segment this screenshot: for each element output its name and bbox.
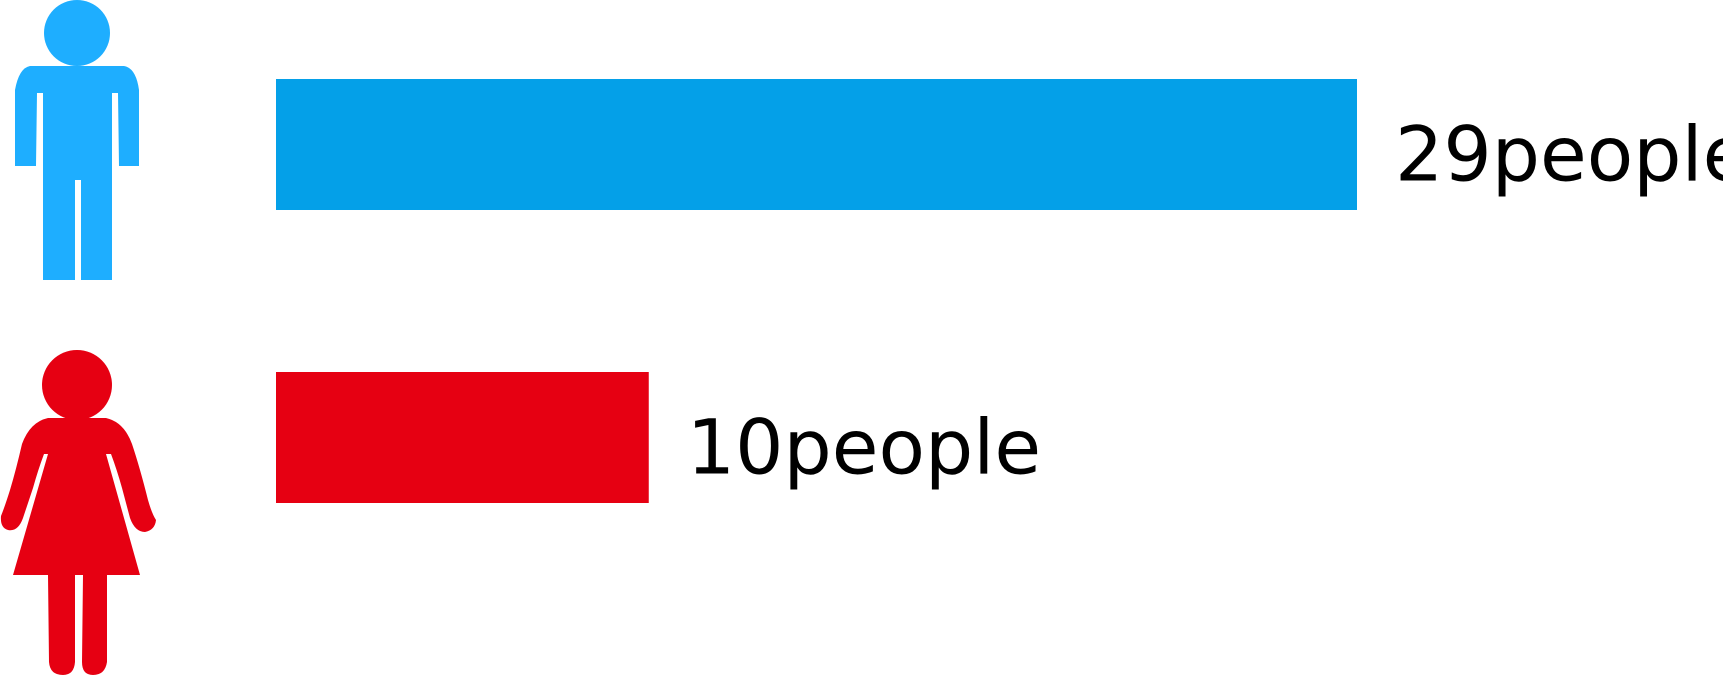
bar-female: [276, 372, 649, 503]
male-person-icon: [15, 0, 139, 280]
female-row: 10people: [0, 350, 1041, 675]
bar-label-male: 29people: [1395, 110, 1723, 199]
male-row: 29people: [15, 0, 1723, 280]
bar-label-female: 10people: [687, 403, 1041, 492]
female-person-icon: [0, 350, 157, 675]
bar-male: [276, 79, 1357, 210]
